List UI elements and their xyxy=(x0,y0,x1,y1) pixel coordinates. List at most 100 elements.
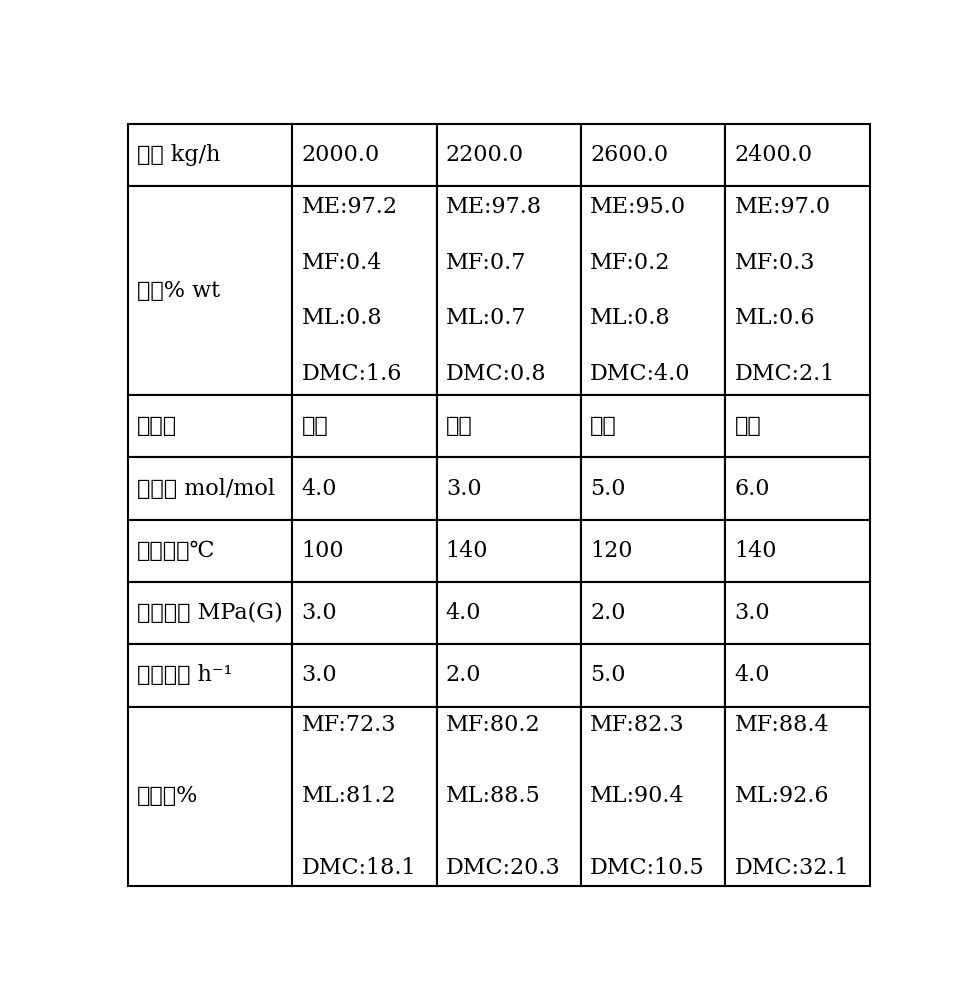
Text: MF:0.3: MF:0.3 xyxy=(735,252,815,274)
Bar xyxy=(437,520,581,582)
Bar xyxy=(725,582,870,644)
Text: 3.0: 3.0 xyxy=(302,602,337,624)
Text: ML:0.8: ML:0.8 xyxy=(590,307,670,329)
Text: MF:0.7: MF:0.7 xyxy=(446,252,526,274)
Bar xyxy=(292,457,437,520)
Bar xyxy=(292,520,437,582)
Text: ML:92.6: ML:92.6 xyxy=(735,785,829,807)
Text: 140: 140 xyxy=(735,540,776,562)
Text: 2.0: 2.0 xyxy=(446,664,482,686)
Text: ML:81.2: ML:81.2 xyxy=(302,785,396,807)
Bar xyxy=(725,707,870,886)
Text: 4.0: 4.0 xyxy=(735,664,770,686)
Text: MF:0.2: MF:0.2 xyxy=(590,252,670,274)
Text: DMC:1.6: DMC:1.6 xyxy=(302,363,402,385)
Text: 钯系: 钯系 xyxy=(590,415,617,437)
Text: MF:82.3: MF:82.3 xyxy=(590,714,685,736)
Bar xyxy=(127,582,292,644)
Text: ME:97.2: ME:97.2 xyxy=(302,196,397,218)
Bar xyxy=(581,186,725,395)
Text: 3.0: 3.0 xyxy=(735,602,770,624)
Text: 摩尔比 mol/mol: 摩尔比 mol/mol xyxy=(136,478,274,500)
Text: MF:88.4: MF:88.4 xyxy=(735,714,829,736)
Text: 镍系: 镍系 xyxy=(446,415,473,437)
Bar xyxy=(437,644,581,707)
Text: DMC:32.1: DMC:32.1 xyxy=(735,857,849,879)
Text: DMC:10.5: DMC:10.5 xyxy=(590,857,704,879)
Bar xyxy=(581,644,725,707)
Bar xyxy=(437,395,581,457)
Text: 转化率%: 转化率% xyxy=(136,785,198,807)
Bar xyxy=(725,457,870,520)
Text: DMC:2.1: DMC:2.1 xyxy=(735,363,835,385)
Text: MF:0.4: MF:0.4 xyxy=(302,252,381,274)
Bar xyxy=(581,582,725,644)
Bar xyxy=(127,457,292,520)
Bar xyxy=(437,582,581,644)
Text: 4.0: 4.0 xyxy=(302,478,337,500)
Bar xyxy=(292,644,437,707)
Bar xyxy=(127,520,292,582)
Bar xyxy=(292,395,437,457)
Bar xyxy=(437,124,581,186)
Text: 3.0: 3.0 xyxy=(302,664,337,686)
Bar xyxy=(725,186,870,395)
Bar xyxy=(127,395,292,457)
Text: ML:88.5: ML:88.5 xyxy=(446,785,541,807)
Text: 5.0: 5.0 xyxy=(590,664,626,686)
Text: 钯系: 钯系 xyxy=(735,415,761,437)
Text: MF:80.2: MF:80.2 xyxy=(446,714,540,736)
Text: 3.0: 3.0 xyxy=(446,478,482,500)
Bar xyxy=(292,707,437,886)
Bar xyxy=(581,457,725,520)
Text: 120: 120 xyxy=(590,540,632,562)
Bar xyxy=(725,124,870,186)
Text: 流量 kg/h: 流量 kg/h xyxy=(136,144,220,166)
Text: DMC:18.1: DMC:18.1 xyxy=(302,857,416,879)
Bar xyxy=(437,186,581,395)
Text: ML:90.4: ML:90.4 xyxy=(590,785,685,807)
Text: DMC:20.3: DMC:20.3 xyxy=(446,857,560,879)
Text: 组分% wt: 组分% wt xyxy=(136,280,220,302)
Text: 2.0: 2.0 xyxy=(590,602,626,624)
Bar xyxy=(127,186,292,395)
Text: 5.0: 5.0 xyxy=(590,478,626,500)
Text: 镍系: 镍系 xyxy=(302,415,328,437)
Bar xyxy=(581,395,725,457)
Bar xyxy=(127,644,292,707)
Text: 100: 100 xyxy=(302,540,344,562)
Bar xyxy=(127,707,292,886)
Bar xyxy=(581,124,725,186)
Text: 催化剂: 催化剂 xyxy=(136,415,177,437)
Text: DMC:4.0: DMC:4.0 xyxy=(590,363,691,385)
Text: ML:0.7: ML:0.7 xyxy=(446,307,526,329)
Bar xyxy=(725,644,870,707)
Text: 6.0: 6.0 xyxy=(735,478,770,500)
Text: ME:97.8: ME:97.8 xyxy=(446,196,542,218)
Text: ME:97.0: ME:97.0 xyxy=(735,196,831,218)
Text: ME:95.0: ME:95.0 xyxy=(590,196,686,218)
Text: ML:0.6: ML:0.6 xyxy=(735,307,815,329)
Bar xyxy=(292,582,437,644)
Text: 液时空速 h⁻¹: 液时空速 h⁻¹ xyxy=(136,664,233,686)
Text: 2600.0: 2600.0 xyxy=(590,144,668,166)
Bar xyxy=(581,520,725,582)
Text: 反应压力 MPa(G): 反应压力 MPa(G) xyxy=(136,602,282,624)
Text: ML:0.8: ML:0.8 xyxy=(302,307,382,329)
Text: 2400.0: 2400.0 xyxy=(735,144,812,166)
Bar xyxy=(437,707,581,886)
Text: 反应温度℃: 反应温度℃ xyxy=(136,540,215,562)
Text: 2000.0: 2000.0 xyxy=(302,144,379,166)
Bar xyxy=(127,124,292,186)
Text: MF:72.3: MF:72.3 xyxy=(302,714,396,736)
Text: DMC:0.8: DMC:0.8 xyxy=(446,363,547,385)
Bar xyxy=(725,395,870,457)
Text: 2200.0: 2200.0 xyxy=(446,144,523,166)
Bar xyxy=(292,124,437,186)
Bar xyxy=(581,707,725,886)
Bar xyxy=(437,457,581,520)
Text: 4.0: 4.0 xyxy=(446,602,482,624)
Text: 140: 140 xyxy=(446,540,488,562)
Bar xyxy=(292,186,437,395)
Bar xyxy=(725,520,870,582)
